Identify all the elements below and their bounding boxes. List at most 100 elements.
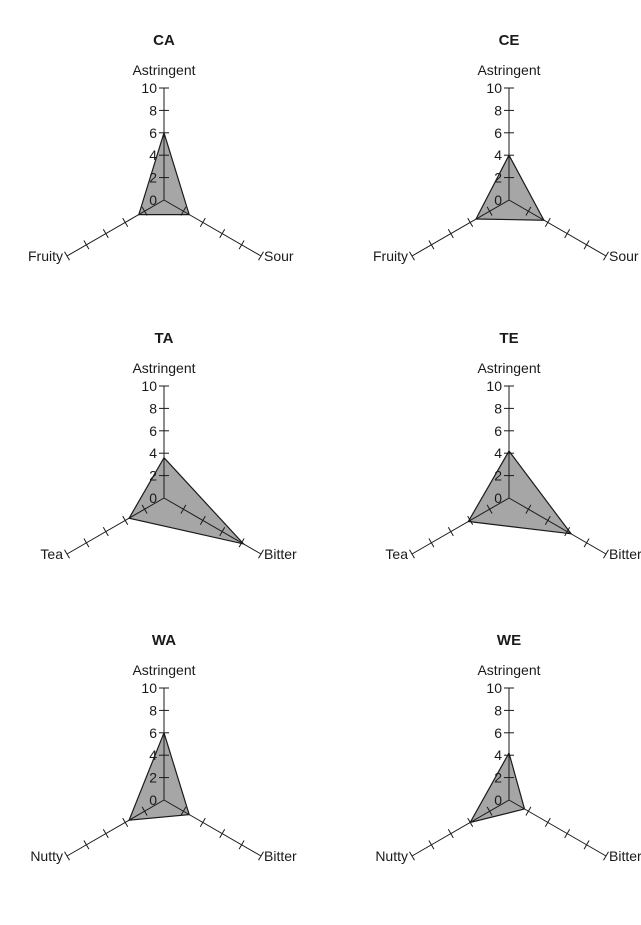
axis-label-tea: Tea <box>40 546 63 562</box>
axis-tick <box>180 206 187 216</box>
axis-line-tea <box>411 497 510 555</box>
axis-label-astringent: Astringent <box>477 62 540 78</box>
axis-tick <box>525 206 532 216</box>
tick-label: 0 <box>494 490 502 506</box>
tick-label: 0 <box>149 192 157 208</box>
tick-label: 8 <box>149 102 157 118</box>
axis-tick <box>83 840 90 850</box>
tick-label: 0 <box>149 490 157 506</box>
tick-label: 8 <box>149 702 157 718</box>
tick-label: 6 <box>149 125 157 141</box>
axis-tick <box>180 504 187 514</box>
tick-label: 6 <box>149 423 157 439</box>
axis-label-nutty: Nutty <box>30 848 63 864</box>
tick-label: 4 <box>149 747 157 763</box>
axis-tick <box>258 251 264 261</box>
axis-tick <box>219 527 226 537</box>
tick-label: 10 <box>486 378 502 394</box>
axis-tick <box>525 504 532 514</box>
tick-label: 6 <box>149 725 157 741</box>
axis-label-fruity: Fruity <box>373 248 408 264</box>
axis-line-sour <box>508 199 607 257</box>
tick-label: 6 <box>494 423 502 439</box>
axis-tick <box>447 829 454 839</box>
axis-tick <box>467 817 474 827</box>
axis-label-bitter: Bitter <box>609 848 641 864</box>
axis-tick <box>428 538 435 548</box>
axis-tick <box>199 515 206 525</box>
axis-tick <box>180 806 187 816</box>
tick-label: 0 <box>149 792 157 808</box>
chart-title: TE <box>499 330 518 347</box>
axis-tick <box>525 806 532 816</box>
axis-tick <box>583 240 590 250</box>
axis-label-sour: Sour <box>264 248 294 264</box>
axis-tick <box>102 527 109 537</box>
axis-tick <box>544 217 551 227</box>
axis-tick <box>486 806 493 816</box>
axis-line-bitter <box>163 497 262 555</box>
axis-tick <box>564 527 571 537</box>
radar-panel-ca: 0 2 4 6 8 10 Astringent Sour Fruity CA <box>28 32 294 264</box>
axis-tick <box>447 229 454 239</box>
axis-line-bitter <box>508 497 607 555</box>
axis-tick <box>199 217 206 227</box>
tick-label: 4 <box>494 445 502 461</box>
axis-tick <box>409 549 415 559</box>
tick-label: 2 <box>494 770 502 786</box>
axis-tick <box>258 851 264 861</box>
tick-label: 4 <box>149 147 157 163</box>
axis-tick <box>258 549 264 559</box>
chart-title: CE <box>499 32 520 49</box>
axis-tick <box>564 829 571 839</box>
axis-tick <box>428 840 435 850</box>
tick-label: 8 <box>494 702 502 718</box>
axis-tick <box>409 851 415 861</box>
axis-tick <box>102 229 109 239</box>
axis-tick <box>219 829 226 839</box>
tick-label: 10 <box>486 680 502 696</box>
axis-line-tea <box>66 497 165 555</box>
tick-label: 2 <box>149 170 157 186</box>
radar-panel-wa: 0 2 4 6 8 10 Astringent Bitter Nutty WA <box>30 632 297 864</box>
axis-tick <box>122 217 129 227</box>
axis-tick <box>544 817 551 827</box>
axis-tick <box>102 829 109 839</box>
axis-tick <box>603 549 609 559</box>
axis-label-fruity: Fruity <box>28 248 63 264</box>
tick-label: 2 <box>149 770 157 786</box>
axis-line-fruity <box>411 199 510 257</box>
axis-label-tea: Tea <box>385 546 408 562</box>
axis-tick <box>64 251 70 261</box>
axis-tick <box>141 206 148 216</box>
axis-label-sour: Sour <box>609 248 639 264</box>
axis-tick <box>486 206 493 216</box>
axis-tick <box>238 240 245 250</box>
axis-line-sour <box>163 199 262 257</box>
axis-tick <box>467 515 474 525</box>
axis-tick <box>83 538 90 548</box>
radar-area-ce <box>475 153 545 221</box>
radar-area-ta <box>128 456 246 545</box>
axis-line-nutty <box>66 799 165 857</box>
axis-tick <box>122 515 129 525</box>
axis-tick <box>122 817 129 827</box>
radar-panel-we: 0 2 4 6 8 10 Astringent Bitter Nutty WE <box>375 632 641 864</box>
axis-tick <box>467 217 474 227</box>
axis-label-astringent: Astringent <box>477 360 540 376</box>
radar-panel-te: 0 2 4 6 8 10 Astringent Bitter Tea TE <box>385 330 641 562</box>
axis-tick <box>409 251 415 261</box>
tick-label: 8 <box>149 400 157 416</box>
radar-panel-ta: 0 2 4 6 8 10 Astringent Bitter Tea TA <box>40 330 297 562</box>
axis-label-astringent: Astringent <box>132 62 195 78</box>
axis-line-nutty <box>411 799 510 857</box>
tick-label: 0 <box>494 192 502 208</box>
axis-tick <box>428 240 435 250</box>
tick-label: 4 <box>494 747 502 763</box>
axis-tick <box>583 840 590 850</box>
axis-label-bitter: Bitter <box>264 848 297 864</box>
axis-tick <box>603 251 609 261</box>
radar-area-we <box>469 751 526 824</box>
axis-tick <box>64 549 70 559</box>
tick-label: 4 <box>494 147 502 163</box>
